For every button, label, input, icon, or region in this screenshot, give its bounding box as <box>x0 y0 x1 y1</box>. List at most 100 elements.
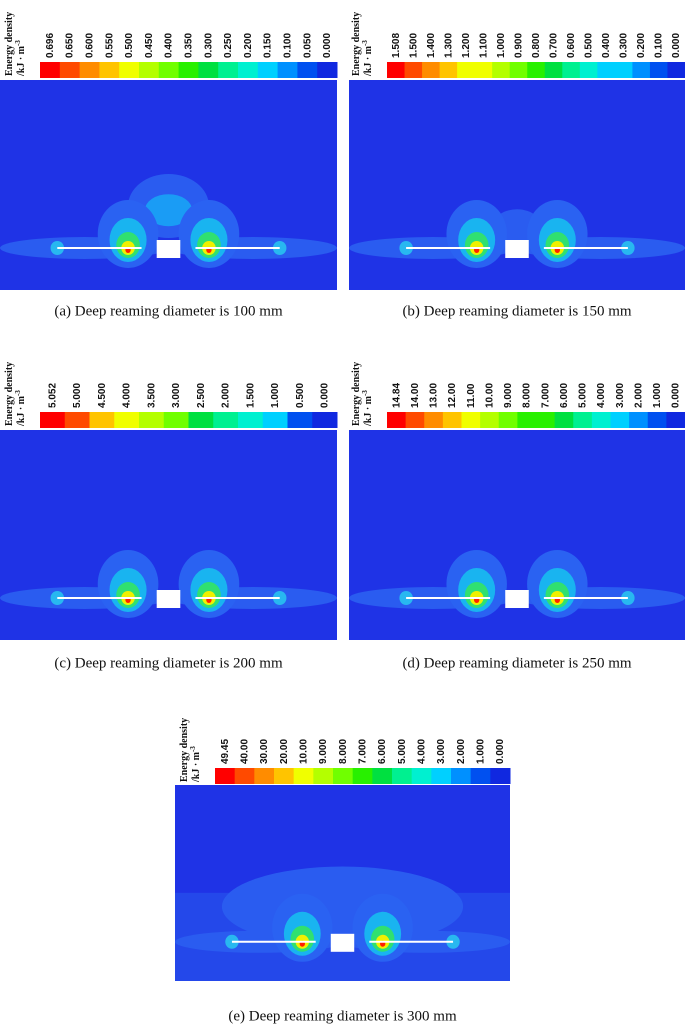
legend-swatch <box>490 768 511 784</box>
legend-swatch <box>119 62 140 78</box>
roadway <box>505 240 529 258</box>
legend-level: 1.000 <box>652 383 663 408</box>
legend-title: Energy density <box>4 362 15 426</box>
legend-swatch <box>287 412 313 428</box>
legend-swatch <box>439 62 458 78</box>
legend-swatch <box>591 412 611 428</box>
legend-swatch <box>59 62 81 78</box>
legend-level: 5.052 <box>47 383 58 408</box>
legend-level: 0.000 <box>495 739 506 764</box>
legend-level: 14.00 <box>410 383 421 408</box>
legend-level: 0.000 <box>671 33 682 58</box>
roadway <box>330 933 355 952</box>
legend-title: Energy density <box>4 12 15 76</box>
legend-swatch <box>163 412 189 428</box>
legend-swatch <box>352 768 373 784</box>
contour-region <box>272 241 287 255</box>
legend-level: 1.508 <box>391 33 402 58</box>
legend-level: 5.000 <box>397 739 408 764</box>
legend-swatch <box>442 412 462 428</box>
legend-level: 0.200 <box>636 33 647 58</box>
legend-swatch <box>579 62 598 78</box>
panel: Energy density/kJ · m-3 1.508 1.500 1.400 1.… <box>349 12 685 319</box>
legend-unit-text: /kJ · m <box>16 45 27 77</box>
legend-swatch <box>666 412 685 428</box>
legend-swatch <box>213 412 239 428</box>
legend-level: 1.000 <box>496 33 507 58</box>
caption: (e) Deep reaming diameter is 300 mm <box>228 1008 457 1024</box>
legend-level: 5.000 <box>72 383 83 408</box>
legend-swatch <box>554 412 574 428</box>
legend-level: 0.550 <box>104 33 115 58</box>
panel: Energy density/kJ · m-3 49.45 40.00 30.00 20… <box>175 718 511 1024</box>
roadway <box>505 590 529 608</box>
legend-swatch <box>544 62 563 78</box>
roadway <box>156 590 181 608</box>
legend-level: 20.00 <box>279 739 290 764</box>
legend-swatch <box>99 62 120 78</box>
legend-swatch <box>277 62 298 78</box>
legend-level: 1.000 <box>270 383 281 408</box>
legend-level: 0.000 <box>322 33 333 58</box>
legend-swatch <box>461 412 481 428</box>
caption: (d) Deep reaming diameter is 250 mm <box>402 655 631 671</box>
legend-swatch <box>293 768 314 784</box>
legend-level: 49.45 <box>220 739 231 764</box>
legend-level: 1.000 <box>476 739 487 764</box>
legend-unit-exponent: -3 <box>14 390 22 396</box>
legend-swatch <box>40 62 61 78</box>
panel: Energy density/kJ · m-3 0.696 0.650 0.600 0.… <box>0 12 338 319</box>
legend-swatch <box>392 768 413 784</box>
roadway <box>156 240 181 258</box>
legend-unit: /kJ · m-3 <box>14 40 27 77</box>
legend-level: 13.00 <box>429 383 440 408</box>
legend-swatch <box>404 62 423 78</box>
legend-level: 9.000 <box>503 383 514 408</box>
legend-swatch <box>317 62 338 78</box>
legend-swatch <box>274 768 295 784</box>
legend-swatch <box>610 412 630 428</box>
legend-swatch <box>470 768 491 784</box>
legend-level: 2.000 <box>456 739 467 764</box>
legend-unit-exponent: -3 <box>189 746 197 752</box>
legend-swatch <box>492 62 511 78</box>
contour-field <box>349 430 685 640</box>
legend-swatch <box>457 62 476 78</box>
legend-unit-text: /kJ · m <box>363 395 374 427</box>
legend-level: 30.00 <box>259 739 270 764</box>
legend-title: Energy density <box>351 12 362 76</box>
legend-swatch <box>562 62 581 78</box>
legend-level: 0.600 <box>566 33 577 58</box>
legend-level: 4.500 <box>97 383 108 408</box>
legend-level: 0.200 <box>243 33 254 58</box>
legend-swatch <box>139 62 160 78</box>
legend-level: 4.000 <box>122 383 133 408</box>
legend-level: 4.000 <box>417 739 428 764</box>
caption: (a) Deep reaming diameter is 100 mm <box>54 303 283 319</box>
legend-level: 0.350 <box>184 33 195 58</box>
legend-level: 0.100 <box>283 33 294 58</box>
legend-swatch <box>64 412 90 428</box>
caption: (b) Deep reaming diameter is 150 mm <box>402 303 631 319</box>
legend-swatch <box>238 412 264 428</box>
legend-swatch <box>188 412 214 428</box>
legend-level: 12.00 <box>447 383 458 408</box>
legend-swatch <box>372 768 393 784</box>
legend-level: 0.700 <box>549 33 560 58</box>
legend-level: 3.000 <box>171 383 182 408</box>
legend-swatch <box>257 62 279 78</box>
legend-swatch <box>139 412 165 428</box>
legend-level: 6.000 <box>377 739 388 764</box>
legend-level: 0.100 <box>654 33 665 58</box>
legend-level: 0.000 <box>671 383 682 408</box>
legend-level: 6.000 <box>559 383 570 408</box>
legend-level: 0.600 <box>85 33 96 58</box>
legend-swatch <box>649 62 668 78</box>
legend-swatch <box>405 412 425 428</box>
legend-level: 2.000 <box>221 383 232 408</box>
legend-title: Energy density <box>351 362 362 426</box>
legend-level: 3.500 <box>146 383 157 408</box>
legend-swatch <box>474 62 493 78</box>
legend-title: Energy density <box>179 718 190 782</box>
legend-level: 0.050 <box>302 33 313 58</box>
